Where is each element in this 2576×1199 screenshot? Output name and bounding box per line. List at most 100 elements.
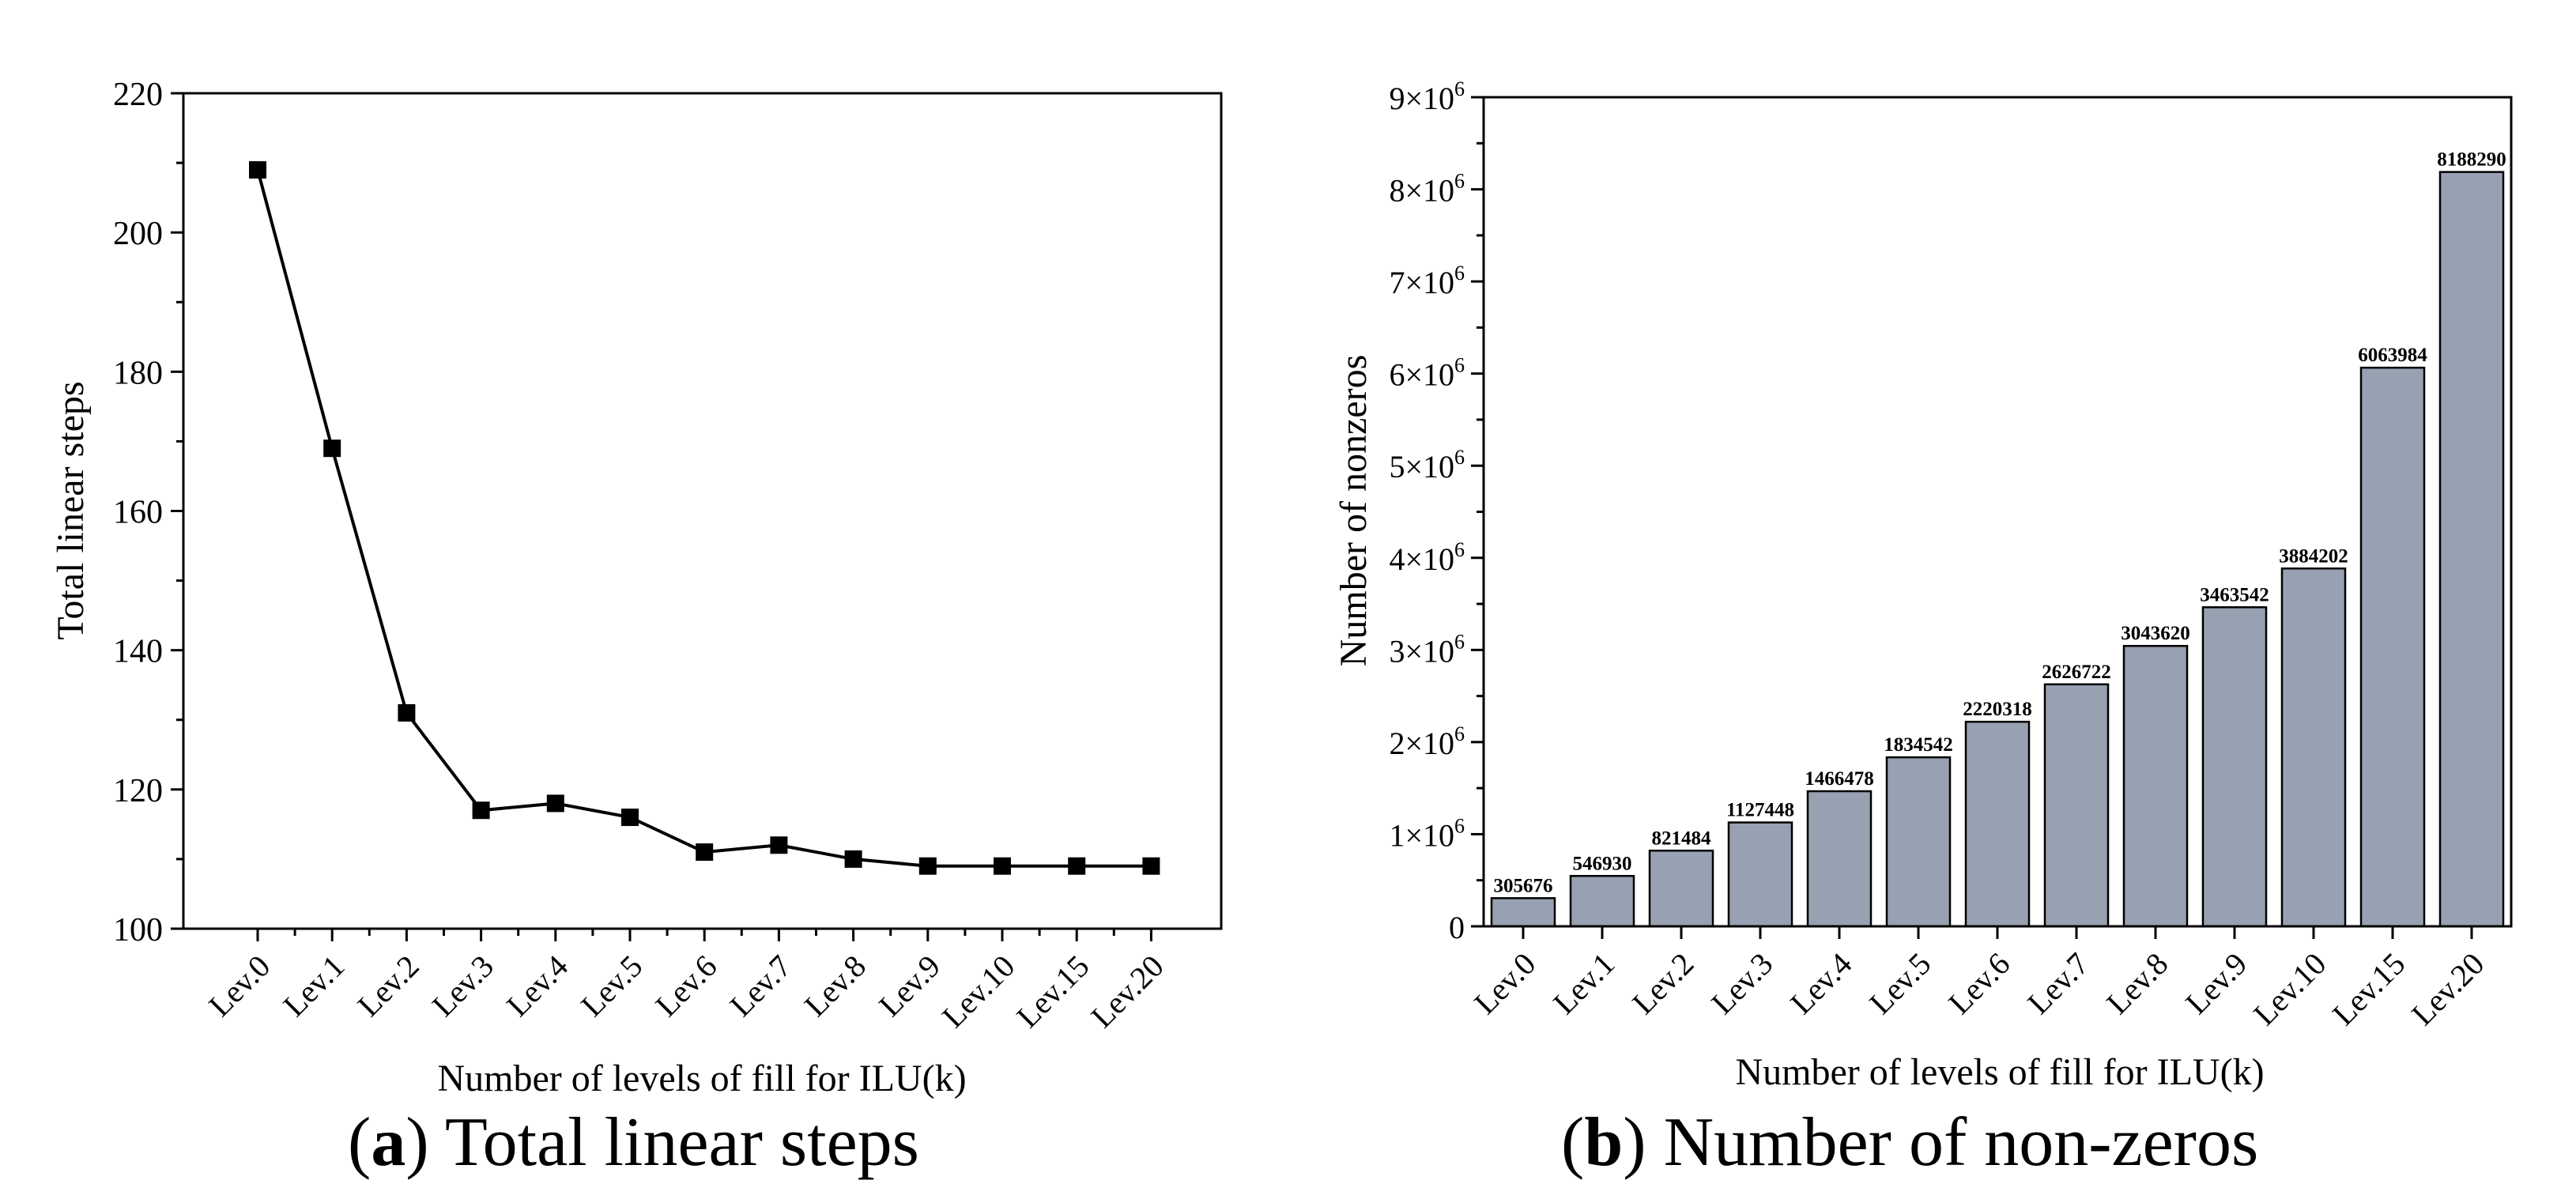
y-tick-label: 1×106 [1389, 814, 1465, 853]
y-tick-label: 0 [1449, 910, 1465, 945]
y-tick-exponent: 6 [1454, 77, 1465, 100]
y-tick-mantissa: 5×10 [1389, 449, 1454, 485]
y-tick-exponent: 6 [1454, 630, 1465, 653]
y-tick-label: 3×106 [1389, 630, 1465, 669]
y-tick-label: 4×106 [1389, 538, 1465, 577]
bar [1727, 821, 1793, 928]
data-point [472, 801, 490, 820]
x-tick-label: Lev.7 [723, 948, 798, 1024]
x-tick-label: Lev.20 [2404, 946, 2491, 1032]
bar [1648, 850, 1714, 928]
bar-data-label: 546930 [1573, 853, 1632, 874]
y-tick-label: 200 [113, 216, 163, 252]
y-tick-label: 100 [113, 912, 163, 948]
bar-data-label: 1466478 [1805, 768, 1874, 790]
x-tick-label: Lev.20 [1084, 948, 1170, 1035]
bar-data-label: 8188290 [2437, 149, 2506, 171]
x-tick-label: Lev.7 [2020, 946, 2095, 1021]
y-tick-label: 220 [113, 77, 163, 113]
x-tick-label: Lev.3 [1704, 946, 1779, 1021]
x-tick-label: Lev.9 [872, 948, 947, 1024]
bar-data-label: 6063984 [2358, 345, 2427, 366]
bar-data-label: 1834542 [1884, 734, 1953, 756]
y-tick-label: 6×106 [1389, 354, 1465, 393]
x-tick-label: Lev.1 [1546, 946, 1621, 1021]
y-tick-exponent: 6 [1454, 722, 1465, 745]
bar [1490, 897, 1556, 928]
bar [1569, 875, 1635, 928]
caption-b-letter: b [1584, 1104, 1624, 1181]
x-tick-label: Lev.8 [2099, 946, 2174, 1021]
bar-data-label: 1127448 [1726, 800, 1794, 821]
y-tick-mantissa: 4×10 [1389, 541, 1454, 577]
plot-frame [182, 92, 1223, 930]
caption-b-text: Number of non-zeros [1663, 1104, 2259, 1181]
y-tick-label: 120 [113, 773, 163, 809]
x-tick-label: Lev.3 [425, 948, 500, 1024]
data-point [323, 439, 341, 458]
y-tick-label: 7×106 [1389, 262, 1465, 300]
x-axis-title: Number of levels of fill for ILU(k) [437, 1058, 966, 1099]
y-tick-exponent: 6 [1454, 538, 1465, 561]
x-tick-label: Lev.9 [2178, 946, 2254, 1021]
x-tick-label: Lev.5 [574, 948, 649, 1024]
y-tick-label: 140 [113, 634, 163, 670]
y-tick-label: 180 [113, 355, 163, 391]
x-tick-label: Lev.2 [351, 948, 426, 1024]
x-tick-label: Lev.2 [1625, 946, 1700, 1021]
x-tick-label: Lev.10 [935, 948, 1021, 1035]
y-tick-label: 2×106 [1389, 722, 1465, 761]
bar-data-label: 821484 [1652, 828, 1712, 849]
data-point [1142, 857, 1160, 875]
data-point [249, 160, 266, 179]
data-point [918, 857, 937, 875]
data-point [994, 857, 1011, 875]
bar [2359, 366, 2426, 928]
x-tick-label: Lev.10 [2246, 946, 2333, 1032]
y-tick-exponent: 6 [1454, 354, 1465, 377]
y-tick-exponent: 6 [1454, 446, 1465, 469]
x-tick-label: Lev.4 [500, 948, 575, 1024]
y-tick-exponent: 6 [1454, 262, 1465, 285]
x-tick-label: Lev.6 [1941, 946, 2016, 1021]
bar-data-label: 305676 [1494, 875, 1553, 896]
y-axis-title: Total linear steps [50, 381, 92, 639]
chart-b-number-of-nonzeros: 305676 546930 821484 1127448 1466478 1834542 2… [1333, 77, 2513, 1093]
bar [2043, 683, 2110, 928]
y-tick-label: 160 [113, 495, 163, 531]
bar-data-label: 2220318 [1963, 699, 2032, 720]
bar-data-label: 3043620 [2121, 623, 2190, 644]
y-tick-label: 8×106 [1389, 170, 1465, 209]
y-tick-label: 5×106 [1389, 446, 1465, 485]
x-tick-label: Lev.4 [1783, 946, 1858, 1021]
data-point [844, 850, 862, 868]
y-tick-exponent: 6 [1454, 814, 1465, 837]
x-tick-label: Lev.0 [202, 948, 277, 1024]
series-line [256, 169, 1152, 868]
y-tick-mantissa: 3×10 [1389, 633, 1454, 669]
bar [2122, 644, 2189, 928]
x-tick-label: Lev.5 [1862, 946, 1937, 1021]
y-tick-mantissa: 6×10 [1389, 357, 1454, 393]
data-point [621, 809, 639, 827]
data-point [1068, 857, 1086, 875]
data-point [696, 843, 714, 862]
y-tick-mantissa: 1×10 [1389, 817, 1454, 853]
bar [2201, 606, 2268, 928]
y-tick-exponent: 6 [1454, 170, 1465, 193]
y-tick-mantissa: 2×10 [1389, 726, 1454, 761]
bar-data-label: 3463542 [2200, 584, 2269, 605]
y-tick-mantissa: 7×10 [1389, 265, 1454, 300]
x-tick-label: Lev.15 [1009, 948, 1096, 1035]
data-point [398, 703, 416, 722]
bar [1964, 720, 2031, 928]
caption-a-letter: a [371, 1104, 406, 1181]
caption-b: (b) Number of non-zeros [1561, 1104, 2259, 1181]
data-point [770, 836, 788, 854]
x-tick-label: Lev.0 [1467, 946, 1542, 1021]
bar [2280, 567, 2347, 928]
bar-data-label: 3884202 [2279, 545, 2348, 567]
y-tick-mantissa: 9×10 [1389, 81, 1454, 116]
